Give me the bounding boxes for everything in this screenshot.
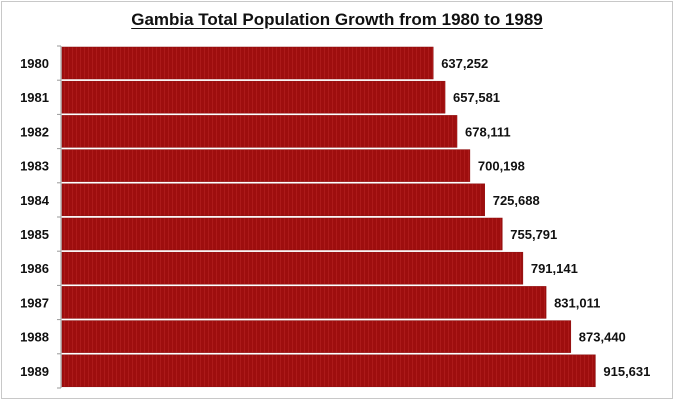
bar-1980 [61,46,434,80]
y-tick-label: 1989 [20,364,49,379]
data-label: 831,011 [554,295,600,310]
y-tick-label: 1986 [20,261,49,276]
data-label: 873,440 [579,330,626,345]
data-label: 755,791 [510,227,557,242]
y-tick-label: 1981 [20,90,49,105]
data-label: 657,581 [453,90,500,105]
y-tick-label: 1987 [20,295,49,310]
data-label: 678,111 [465,124,511,139]
y-tick-label: 1985 [20,227,49,242]
bar-1985 [61,217,503,251]
data-label: 791,141 [531,261,578,276]
y-tick-label: 1982 [20,124,49,139]
chart-title-text: Gambia Total Population Growth from 1980… [131,10,543,29]
data-label: 700,198 [478,159,525,174]
bar-1986 [61,251,524,285]
bar-1984 [61,183,485,217]
chart-title: Gambia Total Population Growth from 1980… [0,10,674,30]
bar-1982 [61,115,458,148]
bar-1988 [61,320,572,353]
y-tick-label: 1984 [20,193,50,208]
bar-1981 [61,80,446,114]
data-label: 637,252 [441,56,488,71]
y-tick-label: 1983 [20,159,49,174]
y-tick-label: 1988 [20,330,49,345]
y-tick-label: 1980 [20,56,49,71]
bar-1989 [61,354,596,388]
data-label: 725,688 [493,193,540,208]
bar-1983 [61,149,471,182]
data-label: 915,631 [603,364,650,379]
bar-1987 [61,286,547,319]
